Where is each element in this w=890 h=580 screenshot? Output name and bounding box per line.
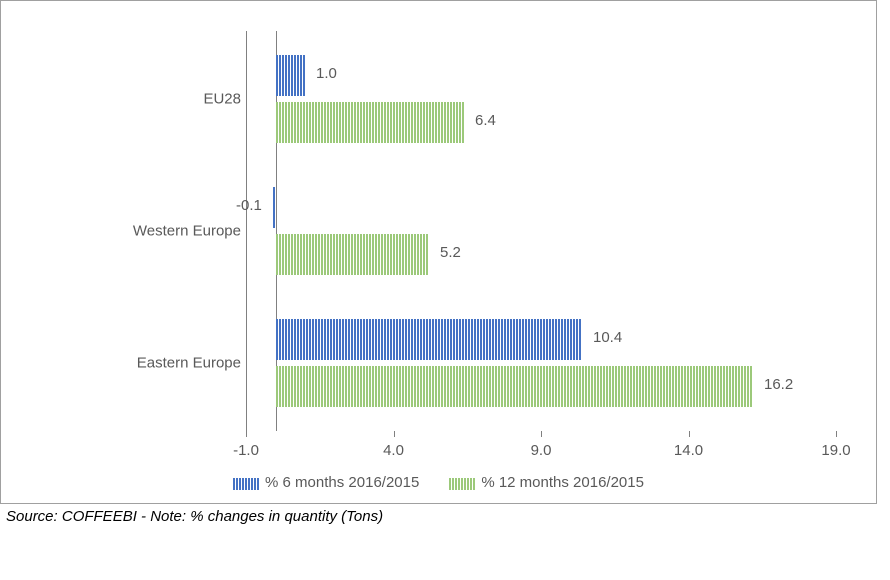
x-tick [836, 431, 837, 437]
x-tick [246, 431, 247, 437]
bar-eastern-12m [276, 366, 754, 407]
legend-label-series1: % 6 months 2016/2015 [265, 474, 419, 491]
bar-label-western-6m: -0.1 [236, 197, 262, 214]
x-tick [689, 431, 690, 437]
bar-western-12m [276, 234, 429, 275]
category-label-eastern: Eastern Europe [16, 355, 241, 372]
bar-eu28-12m [276, 102, 465, 143]
source-note: Source: COFFEEBI - Note: % changes in qu… [0, 508, 890, 525]
x-tick [541, 431, 542, 437]
legend-swatch-series2 [449, 477, 475, 489]
bar-eu28-6m [276, 55, 306, 96]
bar-label-eastern-12m: 16.2 [764, 376, 793, 393]
bar-label-eu28-6m: 1.0 [316, 65, 337, 82]
bar-western-6m [273, 187, 276, 228]
category-label-western: Western Europe [16, 223, 241, 240]
bar-label-eu28-12m: 6.4 [475, 112, 496, 129]
x-tick-label: 9.0 [531, 442, 552, 459]
legend-label-series2: % 12 months 2016/2015 [481, 474, 644, 491]
y-axis-line [246, 31, 247, 431]
legend-swatch-series1 [233, 477, 259, 489]
chart-container: -1.0 4.0 9.0 14.0 19.0 1.0 6.4 -0.1 5.2 … [0, 0, 877, 504]
x-tick-label: -1.0 [233, 442, 259, 459]
legend: % 6 months 2016/2015 % 12 months 2016/20… [1, 474, 876, 491]
x-tick-label: 14.0 [674, 442, 703, 459]
bar-eastern-6m [276, 319, 583, 360]
x-tick-label: 19.0 [821, 442, 850, 459]
legend-item-series1: % 6 months 2016/2015 [233, 474, 419, 491]
x-tick-label: 4.0 [383, 442, 404, 459]
x-tick [394, 431, 395, 437]
legend-item-series2: % 12 months 2016/2015 [449, 474, 644, 491]
bar-label-eastern-6m: 10.4 [593, 329, 622, 346]
category-label-eu28: EU28 [16, 91, 241, 108]
plot-area: -1.0 4.0 9.0 14.0 19.0 1.0 6.4 -0.1 5.2 … [246, 31, 836, 431]
bar-label-western-12m: 5.2 [440, 244, 461, 261]
